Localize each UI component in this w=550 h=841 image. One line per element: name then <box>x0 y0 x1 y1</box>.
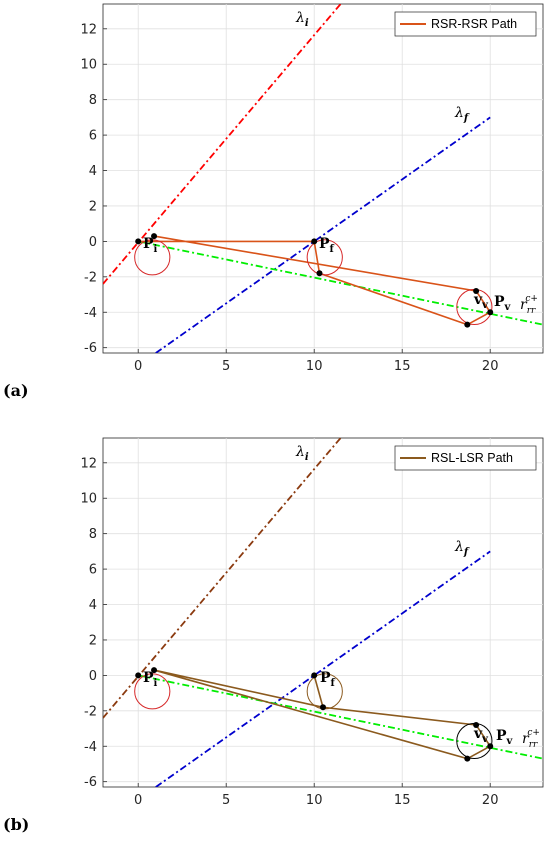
y-tick-label: -4 <box>84 740 97 755</box>
y-tick-label: -6 <box>84 341 97 356</box>
waypoint-marker <box>464 321 471 328</box>
x-tick-label: 5 <box>222 793 230 808</box>
x-tick-label: 20 <box>482 793 499 808</box>
y-tick-labels: -6 -4 -2 0 2 4 6 8 10 12 <box>80 456 97 790</box>
y-tick-label: 6 <box>89 129 97 144</box>
waypoint-marker <box>316 270 323 277</box>
plot-area <box>102 3 544 354</box>
plot-marks <box>103 4 543 353</box>
waypoint-marker <box>151 233 158 240</box>
panel-a: 0 5 10 15 20 -6 -4 -2 0 2 4 6 8 10 12 RSR-RSR Path λi… <box>3 3 544 400</box>
series-path <box>153 669 492 760</box>
p-i-label: Pi <box>143 236 158 255</box>
lambda-i-label: λi <box>295 10 309 29</box>
y-tick-label: 8 <box>89 527 97 542</box>
grid <box>103 4 543 353</box>
turning-circle <box>134 673 171 710</box>
plot-marks <box>103 438 543 787</box>
y-tick-label: 10 <box>80 492 97 507</box>
plot-area <box>102 437 544 788</box>
panel-label: (a) <box>3 381 29 400</box>
p-v-label: Pv <box>494 294 512 313</box>
y-tick-label: 4 <box>89 598 97 613</box>
x-tick-label: 0 <box>134 793 142 808</box>
y-tick-label: 2 <box>89 199 97 214</box>
p-f-label: Pf <box>320 670 336 689</box>
y-tick-label: -4 <box>84 306 97 321</box>
turning-circle <box>306 239 343 276</box>
waypoint-marker <box>135 238 142 245</box>
x-tick-label: 5 <box>222 359 230 374</box>
lambda-i-label: λi <box>295 444 309 463</box>
waypoint-marker <box>151 667 158 674</box>
waypoint-marker <box>487 309 494 316</box>
waypoint-marker <box>473 287 480 294</box>
y-tick-label: -2 <box>84 704 97 719</box>
v-v-label: vv <box>473 726 489 745</box>
y-tick-label: 2 <box>89 633 97 648</box>
series-lambda-f <box>155 550 491 787</box>
x-tick-label: 0 <box>134 359 142 374</box>
waypoint-marker <box>311 238 318 245</box>
series-lambda-i <box>103 4 342 285</box>
x-tick-label: 15 <box>394 359 411 374</box>
legend: RSL-LSR Path <box>394 445 537 471</box>
legend: RSR-RSR Path <box>394 11 537 37</box>
y-tick-labels: -6 -4 -2 0 2 4 6 8 10 12 <box>80 22 97 356</box>
x-tick-label: 10 <box>306 359 323 374</box>
r-label: rrrc+ <box>520 294 538 316</box>
y-tick-label: 4 <box>89 164 97 179</box>
v-v-label: vv <box>473 292 489 311</box>
y-tick-label: -6 <box>84 775 97 790</box>
waypoint-marker <box>464 755 471 762</box>
waypoint-marker <box>135 672 142 679</box>
series-lambda-i <box>103 438 342 719</box>
y-tick-label: 12 <box>80 456 97 471</box>
x-tick-label: 15 <box>394 793 411 808</box>
legend-label: RSL-LSR Path <box>431 451 513 465</box>
waypoint-marker <box>487 743 494 750</box>
series-green-reference <box>138 240 543 326</box>
panel-b: 0 5 10 15 20 -6 -4 -2 0 2 4 6 8 10 12 RSL-LSR Path λi… <box>3 437 544 834</box>
r-label: rrrc+ <box>522 728 540 750</box>
x-tick-label: 20 <box>482 359 499 374</box>
y-tick-label: 0 <box>89 235 97 250</box>
y-tick-label: 0 <box>89 669 97 684</box>
x-tick-label: 10 <box>306 793 323 808</box>
y-tick-label: 8 <box>89 93 97 108</box>
x-tick-labels: 0 5 10 15 20 <box>134 793 498 808</box>
y-tick-label: -2 <box>84 270 97 285</box>
turning-circle <box>134 239 171 276</box>
y-tick-label: 12 <box>80 22 97 37</box>
waypoint-marker <box>311 672 318 679</box>
lambda-f-label: λf <box>454 105 470 124</box>
y-tick-label: 10 <box>80 58 97 73</box>
p-f-label: Pf <box>319 236 335 255</box>
p-i-label: Pi <box>143 670 158 689</box>
series-green-reference <box>138 674 543 760</box>
waypoint-marker <box>320 704 326 711</box>
y-tick-label: 6 <box>89 563 97 578</box>
waypoint-marker <box>473 721 480 728</box>
legend-label: RSR-RSR Path <box>431 17 517 31</box>
lambda-f-label: λf <box>454 539 470 558</box>
panel-label: (b) <box>3 815 29 834</box>
series-lambda-f <box>155 116 491 353</box>
p-v-label: Pv <box>496 728 514 747</box>
x-tick-labels: 0 5 10 15 20 <box>134 359 498 374</box>
